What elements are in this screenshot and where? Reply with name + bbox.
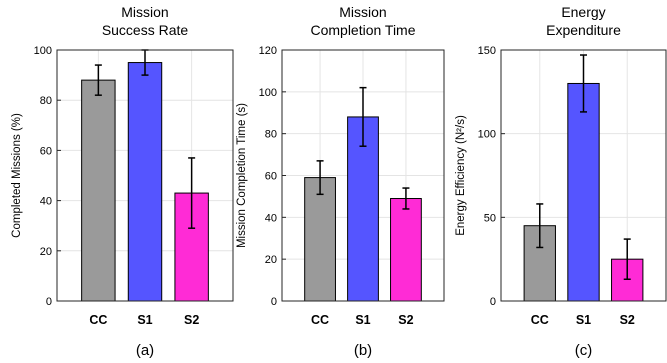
chart-title-line: Expenditure — [546, 22, 621, 38]
bar-cc — [81, 79, 116, 302]
y-tick-label: 150 — [478, 45, 496, 57]
chart-panel-2: 0 20 40 60 80 100 120 CC S1 S2 Mission Completion T… — [236, 4, 445, 359]
y-tick-label: 100 — [259, 87, 277, 99]
x-category-label: CC — [89, 313, 107, 327]
bar-s1 — [347, 116, 379, 302]
y-tick-label: 60 — [40, 145, 52, 157]
chart-title-line: Mission — [121, 4, 168, 20]
axes-box — [500, 49, 667, 302]
x-category-label: S2 — [184, 313, 199, 327]
chart-title-line: Energy — [561, 4, 605, 20]
panel-caption: (b) — [354, 342, 372, 359]
x-category-label: S1 — [576, 313, 591, 327]
panel-caption: (c) — [575, 342, 593, 359]
y-tick-label: 0 — [490, 296, 496, 308]
chart-title-line: Success Rate — [102, 22, 189, 38]
chart-panel-1: 0 20 40 60 80 100 CC S1 S2 Mission Success Rate Com… — [11, 4, 234, 359]
y-axis-label: Energy Efficiency (N²/s) — [455, 115, 467, 236]
y-tick-label: 80 — [40, 95, 52, 107]
x-category-label: S1 — [355, 313, 370, 327]
y-tick-label: 120 — [259, 45, 277, 57]
y-tick-label: 20 — [40, 246, 52, 258]
y-tick-label: 100 — [478, 129, 496, 141]
bar-s2 — [390, 198, 422, 302]
bar-s1 — [567, 82, 600, 302]
y-axis-label: Mission Completion Time (s) — [236, 103, 248, 248]
x-category-label: S2 — [398, 313, 413, 327]
x-category-label: CC — [311, 313, 329, 327]
x-category-label: CC — [531, 313, 549, 327]
y-tick-label: 20 — [265, 254, 277, 266]
x-category-label: S2 — [620, 313, 635, 327]
chart-title-line: Completion Time — [310, 22, 415, 38]
y-tick-label: 100 — [34, 45, 52, 57]
y-tick-label: 80 — [265, 129, 277, 141]
x-category-label: S1 — [137, 313, 152, 327]
panel-caption: (a) — [136, 342, 154, 359]
y-tick-label: 40 — [40, 196, 52, 208]
axes-box — [281, 49, 445, 302]
axes-box — [56, 49, 234, 302]
chart-panel-3: 0 50 100 150 CC S1 S2 Energy Expenditure Energy E… — [455, 4, 667, 359]
bar-cc — [304, 177, 336, 302]
y-tick-label: 0 — [46, 296, 52, 308]
y-tick-label: 40 — [265, 212, 277, 224]
y-tick-label: 0 — [271, 296, 277, 308]
bar-s1 — [127, 62, 163, 302]
chart-title-line: Mission — [339, 4, 386, 20]
y-axis-label: Completed Missions (%) — [11, 113, 23, 238]
y-tick-label: 60 — [265, 171, 277, 183]
y-tick-label: 50 — [484, 212, 496, 224]
